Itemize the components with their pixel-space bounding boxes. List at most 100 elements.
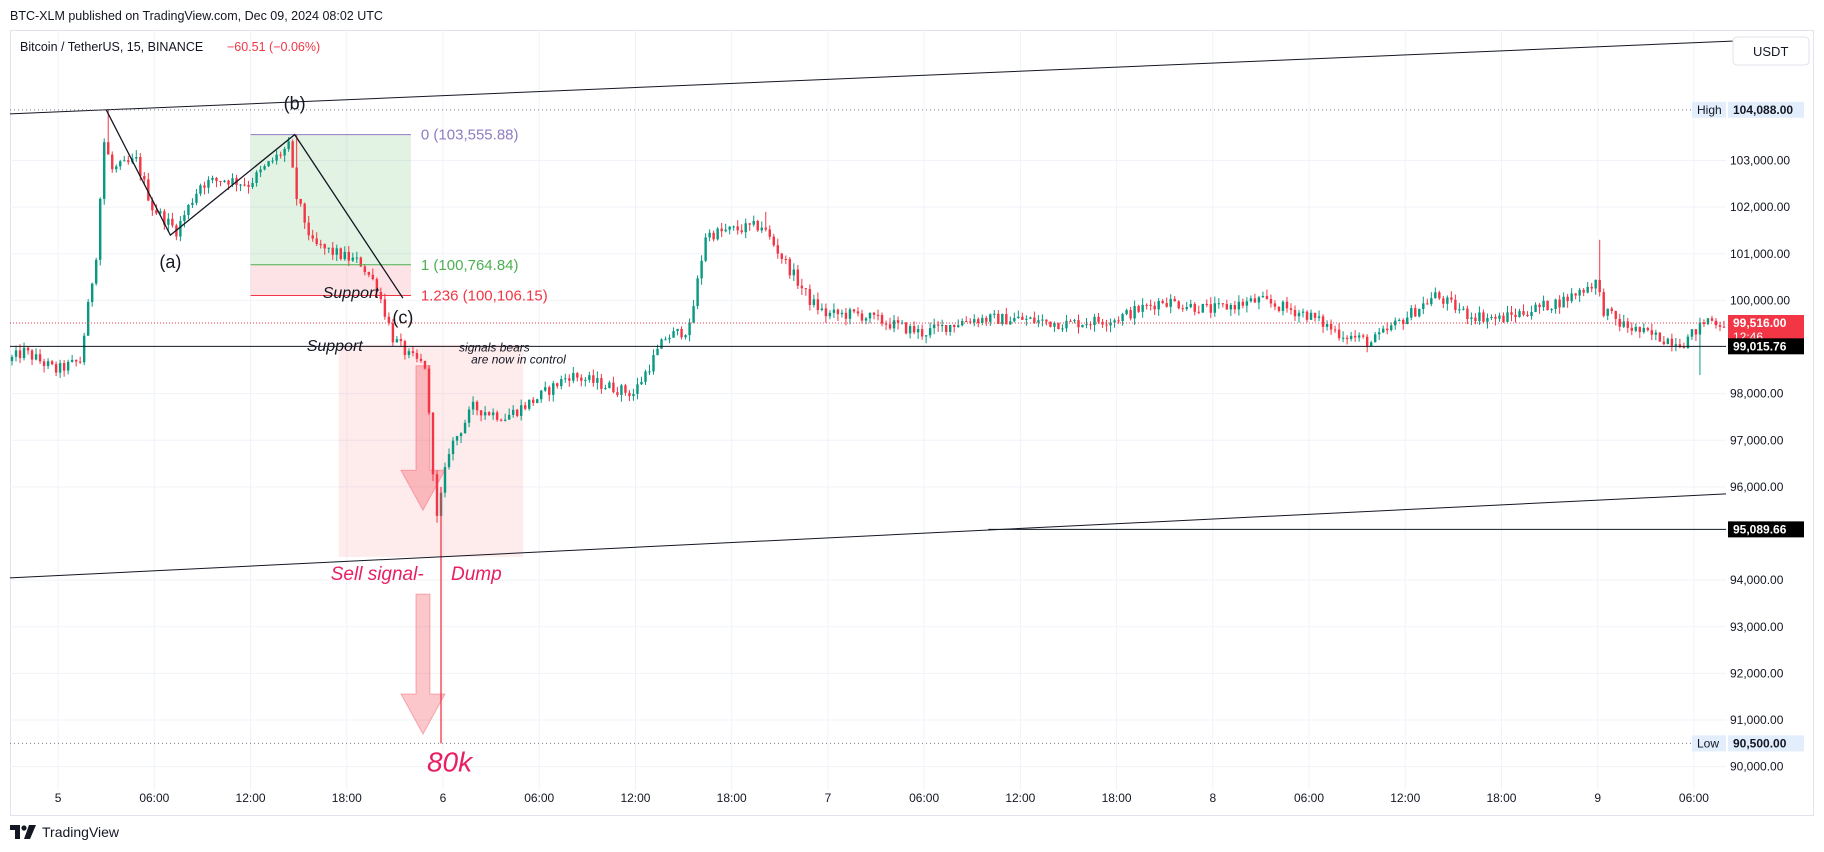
candle-body — [924, 335, 928, 337]
candle-body — [479, 410, 483, 416]
candle-body — [1137, 306, 1140, 312]
candle-body — [808, 289, 812, 305]
candle-body — [1185, 307, 1188, 309]
candle-body — [1341, 337, 1345, 339]
candle-body — [1285, 301, 1289, 309]
candle-body — [199, 185, 202, 194]
candle-body — [407, 351, 411, 355]
candle-body — [279, 154, 282, 156]
candle-body — [127, 160, 130, 162]
down-arrow — [400, 593, 446, 736]
candle-body — [812, 299, 816, 305]
price-tick-label: 103,000.00 — [1730, 154, 1790, 168]
candle-body — [387, 316, 391, 324]
candle-body — [644, 371, 647, 382]
candle-body — [1714, 320, 1718, 326]
candle-body — [1273, 303, 1277, 307]
candle-body — [523, 405, 527, 409]
candle-body — [1009, 321, 1012, 325]
candle-body — [383, 299, 387, 317]
candle-body — [1189, 303, 1192, 308]
time-axis: 5 06:00 12:00 18:00 6 06:00 12:00 18:00 7 06:00 12… — [55, 791, 1709, 805]
candle-body — [1458, 309, 1461, 311]
candle-body — [724, 229, 727, 232]
currency-button[interactable]: USDT — [1732, 36, 1810, 66]
candle-body — [307, 222, 310, 236]
candle-body — [499, 419, 503, 421]
candle-body — [243, 184, 246, 186]
candle-body — [932, 324, 936, 329]
candle-body — [1442, 298, 1445, 304]
candle-body — [1650, 330, 1654, 335]
candle-body — [151, 200, 154, 211]
candle-body — [431, 412, 435, 475]
candle-body — [1293, 310, 1297, 317]
candle-body — [1426, 303, 1429, 305]
time-tick-label: 06:00 — [139, 791, 169, 805]
candle-body — [42, 361, 46, 367]
candle-body — [1301, 311, 1305, 313]
candle-body — [1033, 317, 1036, 323]
candle-body — [1061, 328, 1064, 330]
candle-body — [54, 364, 58, 373]
candle-body — [840, 312, 844, 315]
candle-body — [491, 412, 495, 416]
tradingview-logo-icon[interactable] — [10, 825, 36, 839]
candle-body — [656, 348, 659, 356]
candle-body — [267, 161, 270, 167]
candle-body — [1718, 325, 1722, 327]
candle-body — [287, 141, 290, 149]
price-tick-label: 94,000.00 — [1730, 573, 1784, 587]
candle-body — [1073, 320, 1076, 322]
time-tick-label: 18:00 — [1102, 791, 1132, 805]
candle-body — [1157, 301, 1160, 310]
candle-body — [1478, 312, 1481, 322]
candle-body — [327, 247, 330, 249]
candle-body — [648, 371, 651, 373]
price-tick-label: 90,000.00 — [1730, 760, 1784, 774]
candle-body — [728, 226, 731, 230]
candle-body — [519, 405, 523, 416]
candle-body — [944, 325, 948, 332]
extreme-tag-label: Low — [1697, 736, 1719, 750]
candle-body — [740, 230, 743, 233]
candle-body — [455, 436, 459, 441]
candle-body — [604, 388, 607, 390]
candle-body — [219, 181, 222, 183]
candle-body — [576, 373, 579, 378]
candle-body — [1145, 304, 1148, 306]
candle-body — [936, 324, 940, 326]
candle-body — [1241, 301, 1245, 306]
candle-body — [876, 314, 880, 316]
candle-body — [435, 474, 439, 516]
price-axis: 90,000.00 91,000.00 92,000.00 93,000.00 94,0… — [1692, 101, 1804, 774]
channel-lower-line — [9, 493, 1727, 579]
time-tick-label: 06:00 — [524, 791, 554, 805]
candle-body — [1486, 318, 1489, 322]
candle-body — [1213, 303, 1217, 313]
candle-body — [844, 312, 848, 319]
candle-body — [507, 414, 511, 420]
candle-body — [447, 454, 451, 468]
candle-body — [1333, 329, 1337, 331]
candle-body — [580, 377, 583, 381]
price-tick-label: 96,000.00 — [1730, 480, 1784, 494]
bearish-zone — [338, 344, 524, 557]
candle-body — [119, 161, 122, 167]
candle-body — [1281, 301, 1285, 311]
candle-body — [824, 308, 828, 317]
candle-body — [796, 269, 800, 286]
candle-body — [1614, 311, 1617, 319]
candle-body — [1474, 317, 1477, 322]
candle-body — [1654, 332, 1658, 335]
time-tick-label: 06:00 — [1679, 791, 1709, 805]
candle-body — [736, 226, 739, 231]
candle-body — [443, 467, 447, 493]
candle-body — [1249, 298, 1253, 302]
candle-body — [800, 285, 804, 289]
candle-body — [1125, 310, 1128, 315]
time-tick-label: 18:00 — [1486, 791, 1516, 805]
candle-body — [38, 354, 42, 362]
footer-brand[interactable]: TradingView — [42, 824, 120, 840]
